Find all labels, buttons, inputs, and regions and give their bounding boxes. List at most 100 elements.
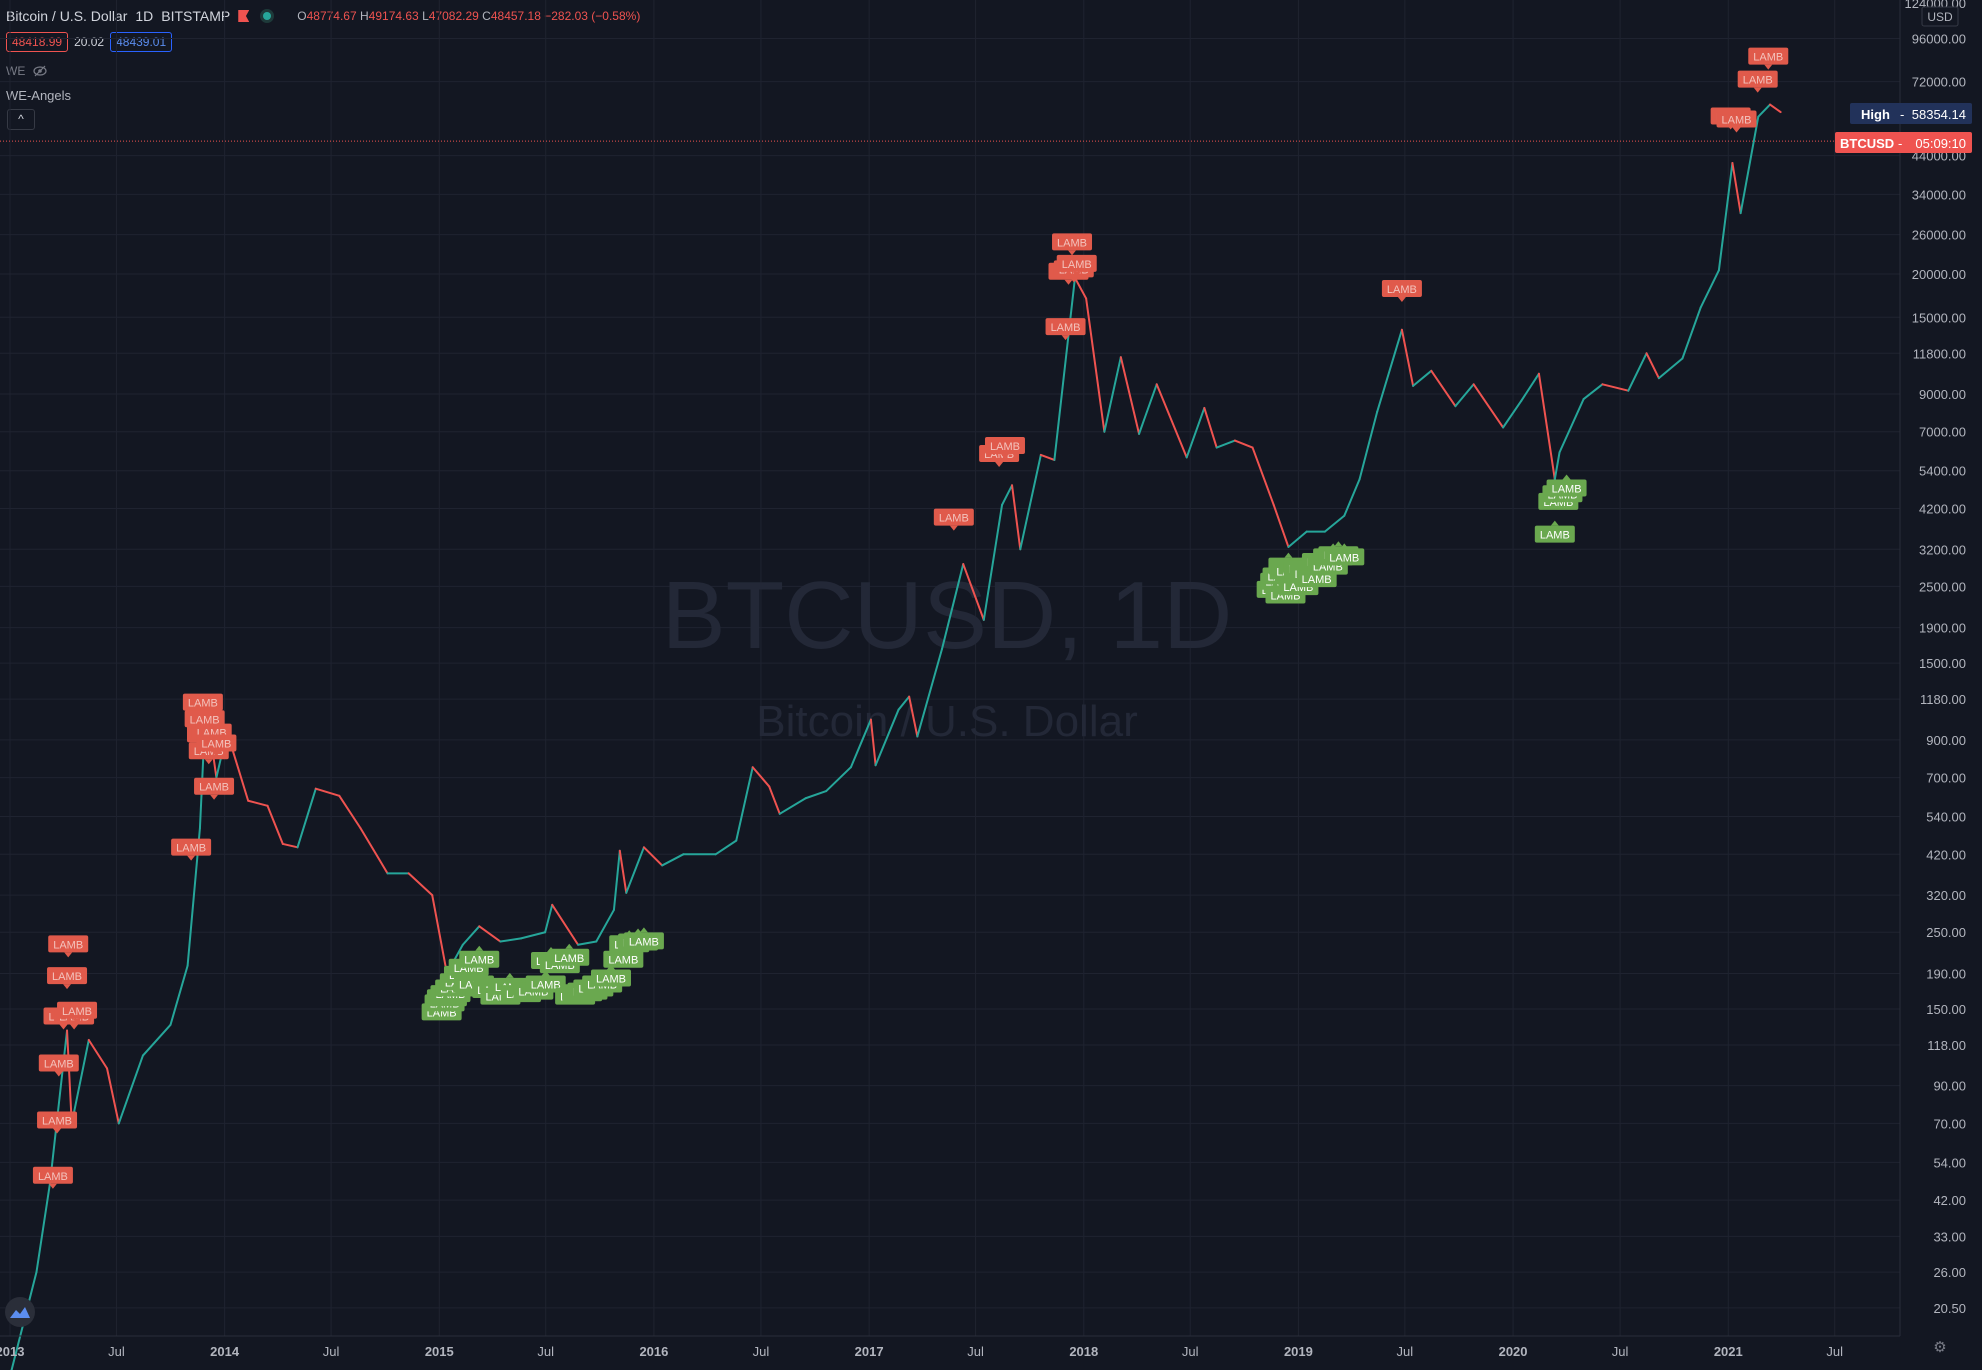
price-segment [544,903,554,934]
price-segment [1053,276,1076,461]
sell-label: LAMB [1716,110,1757,133]
sell-label: LAMB [38,1054,79,1077]
svg-text:LAMB: LAMB [44,1059,74,1071]
svg-text:LAMB: LAMB [608,955,638,967]
price-tick-label: 90.00 [1933,1079,1966,1094]
price-segment [1119,356,1141,435]
change-readout: −282.03 (−0.58%) [544,9,641,23]
price-tick-label: 118.00 [1927,1038,1966,1053]
price-segment [1645,352,1660,380]
symbol-title[interactable]: Bitcoin / U.S. Dollar [6,8,128,24]
svg-text:LAMB: LAMB [531,980,561,992]
price-segment [1520,372,1540,402]
price-segment [461,925,481,946]
price-segment [66,1029,73,1125]
sell-label: LAMB [1045,318,1086,341]
price-tick-label: 72000.00 [1912,75,1966,90]
price-tick-label: 150.00 [1926,1002,1966,1017]
price-segment [1203,406,1218,449]
price-segment [1657,357,1684,380]
price-segment [247,799,269,807]
svg-text:LAMB: LAMB [42,1116,72,1128]
settings-gear-icon[interactable]: ⚙ [1933,1339,1947,1356]
tradingview-logo-button[interactable] [5,1297,35,1327]
signal-labels: LAMB LAMB LAMB LAMB LAMB LAMB LAMB LAMB LAMB LAMB… [32,47,1789,1189]
indicator-we[interactable]: WE [6,64,47,78]
price-segment [1627,352,1648,392]
price-tick-label: 33.00 [1933,1229,1966,1244]
price-segment [1731,161,1742,215]
buy-label: LAMB [603,945,644,968]
time-tick-label: Jul [1826,1344,1843,1359]
price-tick-label: 34000.00 [1912,187,1966,202]
time-tick-label: 2020 [1499,1344,1528,1359]
svg-text:LAMB: LAMB [939,513,969,525]
sell-label: LAMB [32,1166,73,1189]
buy-label: LAMB [1546,474,1587,497]
svg-text:LAMB: LAMB [1753,52,1783,64]
time-tick-label: Jul [967,1344,984,1359]
price-tick-label: 20.50 [1933,1301,1966,1316]
price-segment [897,695,911,711]
price-segment [1502,399,1523,429]
price-segment [281,842,299,849]
sell-label: LAMB [47,967,88,990]
price-segment [982,503,1004,621]
price-tick-label: 26.00 [1933,1265,1966,1280]
svg-text:LAMB: LAMB [176,843,206,855]
price-segment [962,563,985,621]
svg-text:LAMB: LAMB [53,939,83,951]
axis-badges: High 58354.14 - BTCUSD 05:09:10 - [1835,103,1972,153]
price-tick-label: 1500.00 [1919,656,1966,671]
price-tick-label: 1900.00 [1919,621,1966,636]
price-segment [314,787,341,797]
price-segment [407,872,434,897]
interval-label[interactable]: 1D [135,8,154,24]
eye-hidden-icon[interactable] [33,65,47,77]
high-badge-label: High [1861,107,1890,122]
price-segment [908,695,919,738]
indicator-we-angels[interactable]: WE-Angels [6,88,72,103]
price-segment [1039,453,1056,461]
price-segment [1215,439,1236,449]
price-segment [804,790,828,800]
time-tick-label: 2016 [639,1344,668,1359]
price-segment [1001,484,1014,506]
price-segment [1769,103,1782,114]
sell-label: LAMB [182,693,223,716]
chart-header: Bitcoin / U.S. Dollar 1D BITSTAMP O48774… [6,8,640,24]
price-segment [577,940,598,946]
svg-text:LAMB: LAMB [629,936,659,948]
time-tick-label: Jul [108,1344,125,1359]
price-segment [778,797,807,815]
price-segment [825,766,852,793]
price-tick-top: 124000.00 [1905,0,1966,11]
price-segment [1323,514,1346,533]
price-segment [141,1023,172,1057]
price-tick-label: 320.00 [1926,888,1966,903]
svg-text:LAMB: LAMB [596,974,626,986]
flag-icon[interactable] [238,10,250,22]
price-segment [1472,383,1505,429]
price-segment [431,894,448,975]
price-tick-label: 250.00 [1926,925,1966,940]
price-tick-label: 5400.00 [1919,464,1966,479]
last-price-countdown: 05:09:10 [1915,136,1966,151]
buy-label: LAMB [590,964,631,987]
price-segment [1739,115,1760,215]
price-tick-label: 4200.00 [1919,501,1966,516]
price-segment [1155,383,1188,459]
svg-text:LAMB: LAMB [1057,237,1087,249]
collapse-indicators-button[interactable]: ^ [7,109,35,130]
svg-text:LAMB: LAMB [199,782,229,794]
price-segment [1681,306,1702,360]
svg-text:LAMB: LAMB [52,971,82,983]
price-segment [625,846,645,894]
sell-label: LAMB [1052,233,1093,256]
price-tick-label: 96000.00 [1912,31,1966,46]
price-segment [1412,369,1433,387]
exchange-label[interactable]: BITSTAMP [161,8,231,24]
price-tick-label: 2500.00 [1919,579,1966,594]
time-tick-label: 2017 [855,1344,884,1359]
